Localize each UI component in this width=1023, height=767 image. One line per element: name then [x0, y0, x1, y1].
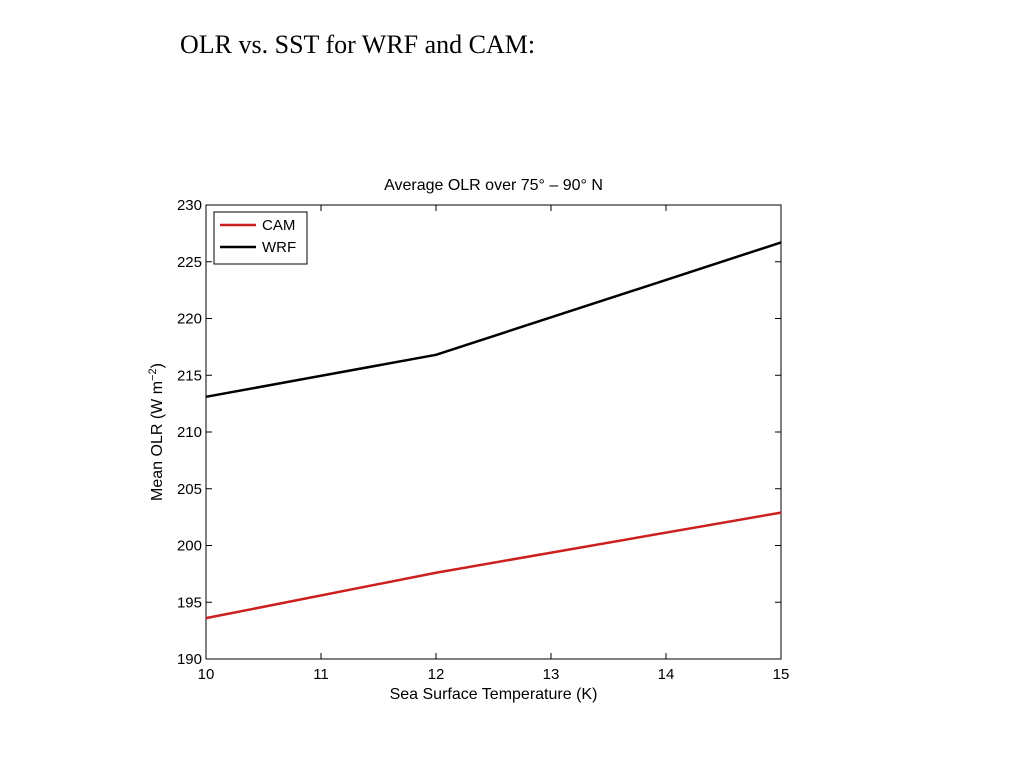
y-tick-label: 205	[177, 481, 202, 498]
y-axis-label-superscript: −2	[147, 368, 159, 381]
x-tick-label: 15	[773, 666, 790, 683]
series-line-wrf	[205, 241, 782, 399]
legend-label: CAM	[262, 217, 295, 234]
y-tick-label: 225	[177, 254, 202, 271]
x-tick-label: 12	[428, 666, 445, 683]
axes-layer: 10 11 12 13 14 15 190 195 200 205 210 215 220 225 230	[177, 197, 789, 683]
x-tick-label: 11	[313, 666, 329, 683]
plot-frame	[205, 204, 782, 660]
y-tick-label: 220	[177, 311, 202, 328]
y-axis-label-main: Mean OLR (W m	[149, 381, 166, 501]
y-tick-label: 200	[177, 538, 202, 555]
y-tick-label: 210	[177, 424, 202, 441]
legend-box	[213, 211, 308, 265]
y-axis-label: Mean OLR (W m−2)	[147, 363, 166, 501]
x-tick-label: 10	[198, 666, 215, 683]
y-tick-label: 230	[177, 197, 202, 214]
series-layer	[205, 241, 782, 620]
legend-label: WRF	[262, 239, 296, 256]
x-tick-label: 14	[658, 666, 675, 683]
x-tick-label: 13	[543, 666, 560, 683]
legend: CAM WRF	[213, 211, 308, 265]
y-axis-label-suffix: )	[149, 363, 166, 368]
series-line-cam	[205, 511, 782, 620]
chart-title: Average OLR over 75° – 90° N	[384, 177, 603, 194]
x-axis-label: Sea Surface Temperature (K)	[390, 686, 598, 703]
y-tick-label: 190	[177, 651, 202, 668]
slide-title: OLR vs. SST for WRF and CAM:	[180, 30, 536, 59]
y-tick-label: 195	[177, 594, 202, 611]
y-tick-label: 215	[177, 367, 202, 384]
